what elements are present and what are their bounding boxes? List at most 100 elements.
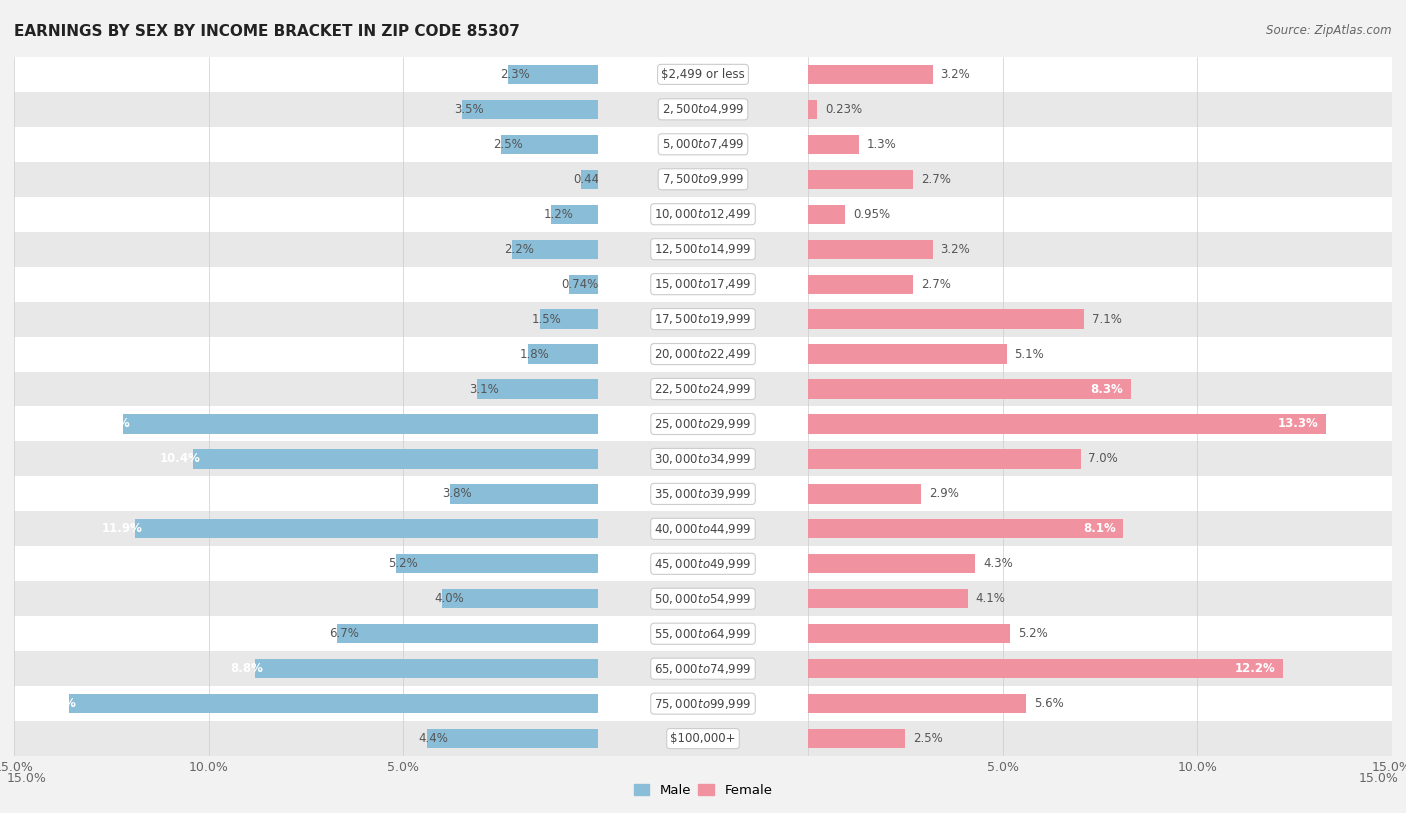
Bar	[569, 275, 598, 293]
Text: $45,000 to $49,999: $45,000 to $49,999	[654, 557, 752, 571]
Text: 8.3%: 8.3%	[1091, 383, 1123, 395]
Text: 7.1%: 7.1%	[1092, 313, 1122, 325]
Bar	[0, 406, 1406, 441]
Text: 10.4%: 10.4%	[160, 453, 201, 465]
Bar	[808, 135, 859, 154]
Bar	[69, 694, 598, 713]
Bar	[808, 485, 921, 503]
Text: 15.0%: 15.0%	[7, 772, 46, 785]
Bar	[0, 721, 1406, 756]
Text: $65,000 to $74,999: $65,000 to $74,999	[654, 662, 752, 676]
Bar	[581, 170, 598, 189]
Text: 0.74%: 0.74%	[561, 278, 599, 290]
Bar	[0, 616, 1406, 651]
Bar	[808, 520, 1123, 538]
Text: $40,000 to $44,999: $40,000 to $44,999	[654, 522, 752, 536]
Bar	[808, 624, 1011, 643]
Text: $12,500 to $14,999: $12,500 to $14,999	[654, 242, 752, 256]
Bar	[808, 100, 817, 119]
Bar	[0, 197, 1406, 232]
Bar	[0, 616, 1406, 651]
Bar	[0, 337, 1406, 372]
Text: EARNINGS BY SEX BY INCOME BRACKET IN ZIP CODE 85307: EARNINGS BY SEX BY INCOME BRACKET IN ZIP…	[14, 24, 520, 39]
Bar	[0, 267, 1406, 302]
Text: $2,500 to $4,999: $2,500 to $4,999	[662, 102, 744, 116]
Bar	[808, 240, 932, 259]
Text: 2.7%: 2.7%	[921, 173, 950, 185]
Bar	[0, 581, 1406, 616]
Bar	[0, 546, 1406, 581]
Text: 0.44%: 0.44%	[574, 173, 610, 185]
Text: $35,000 to $39,999: $35,000 to $39,999	[654, 487, 752, 501]
Text: $30,000 to $34,999: $30,000 to $34,999	[654, 452, 752, 466]
Bar	[808, 659, 1282, 678]
Bar	[0, 441, 1406, 476]
Text: 3.8%: 3.8%	[443, 488, 472, 500]
Text: $20,000 to $22,499: $20,000 to $22,499	[654, 347, 752, 361]
Text: 8.8%: 8.8%	[231, 663, 263, 675]
Bar	[0, 127, 1406, 162]
Text: $17,500 to $19,999: $17,500 to $19,999	[654, 312, 752, 326]
Text: 4.0%: 4.0%	[434, 593, 464, 605]
Bar	[0, 616, 1406, 651]
Bar	[0, 197, 1406, 232]
Bar	[0, 686, 1406, 721]
Bar	[501, 135, 598, 154]
Text: 1.5%: 1.5%	[531, 313, 561, 325]
Bar	[0, 162, 1406, 197]
Bar	[808, 65, 932, 84]
Bar	[0, 57, 1406, 92]
Text: 2.5%: 2.5%	[912, 733, 943, 745]
Bar	[0, 372, 1406, 406]
Bar	[808, 205, 845, 224]
Text: $100,000+: $100,000+	[671, 733, 735, 745]
Text: Source: ZipAtlas.com: Source: ZipAtlas.com	[1267, 24, 1392, 37]
Bar	[0, 302, 1406, 337]
Bar	[0, 476, 1406, 511]
Bar	[0, 92, 1406, 127]
Text: $25,000 to $29,999: $25,000 to $29,999	[654, 417, 752, 431]
Bar	[808, 589, 967, 608]
Text: $50,000 to $54,999: $50,000 to $54,999	[654, 592, 752, 606]
Bar	[0, 232, 1406, 267]
Bar	[0, 441, 1406, 476]
Bar	[0, 406, 1406, 441]
Bar	[0, 511, 1406, 546]
Bar	[443, 589, 598, 608]
Bar	[0, 546, 1406, 581]
Bar	[512, 240, 598, 259]
Text: 7.0%: 7.0%	[1088, 453, 1118, 465]
Bar	[0, 92, 1406, 127]
Text: 1.8%: 1.8%	[520, 348, 550, 360]
Bar	[0, 651, 1406, 686]
Text: 6.7%: 6.7%	[329, 628, 359, 640]
Bar	[0, 267, 1406, 302]
Bar	[0, 651, 1406, 686]
Text: $75,000 to $99,999: $75,000 to $99,999	[654, 697, 752, 711]
Bar	[0, 162, 1406, 197]
Bar	[0, 686, 1406, 721]
Bar	[0, 581, 1406, 616]
Bar	[0, 92, 1406, 127]
Bar	[0, 686, 1406, 721]
Bar	[0, 441, 1406, 476]
Bar	[426, 729, 598, 748]
Bar	[0, 372, 1406, 406]
Bar	[0, 721, 1406, 756]
Bar	[808, 729, 905, 748]
Text: 2.5%: 2.5%	[494, 138, 523, 150]
Text: 15.0%: 15.0%	[1360, 772, 1399, 785]
Text: 2.2%: 2.2%	[505, 243, 534, 255]
Bar	[256, 659, 598, 678]
Text: $15,000 to $17,499: $15,000 to $17,499	[654, 277, 752, 291]
Bar	[477, 380, 598, 398]
Bar	[0, 372, 1406, 406]
Bar	[808, 275, 912, 293]
Bar	[0, 57, 1406, 92]
Bar	[0, 406, 1406, 441]
Bar	[509, 65, 598, 84]
Bar	[808, 450, 1081, 468]
Text: 5.2%: 5.2%	[1018, 628, 1047, 640]
Bar	[124, 415, 598, 433]
Text: 12.2%: 12.2%	[90, 418, 131, 430]
